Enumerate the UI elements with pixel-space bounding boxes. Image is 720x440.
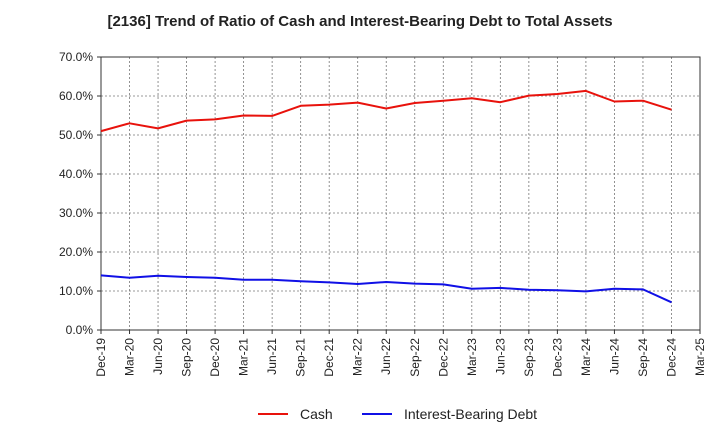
x-tick-label: Dec-21	[322, 338, 336, 377]
x-tick-label: Mar-21	[237, 338, 251, 376]
legend-label-cash: Cash	[300, 406, 333, 422]
series-line-cash	[100, 89, 672, 133]
y-tick-label: 30.0%	[59, 206, 93, 220]
x-tick-label: Mar-20	[123, 338, 137, 376]
x-tick-label: Dec-19	[94, 338, 108, 377]
series-lines	[100, 89, 672, 304]
x-tick-label: Jun-20	[151, 338, 165, 375]
legend-swatch-cash	[258, 413, 288, 415]
y-tick-label: 10.0%	[59, 284, 93, 298]
x-tick-label: Jun-23	[493, 338, 507, 375]
y-tick-label: 70.0%	[59, 50, 93, 64]
x-tick-label: Dec-23	[550, 338, 564, 377]
x-tick-label: Dec-24	[664, 338, 678, 377]
x-tick-label: Jun-22	[379, 338, 393, 375]
x-tick-label: Mar-22	[351, 338, 365, 376]
y-tick-label: 40.0%	[59, 167, 93, 181]
x-tick-label: Mar-23	[465, 338, 479, 376]
x-tick-label: Mar-24	[579, 338, 593, 376]
x-tick-label: Sep-23	[522, 338, 536, 377]
y-tick-label: 60.0%	[59, 89, 93, 103]
x-axis-tick-labels: Dec-19 Mar-20 Jun-20 Sep-20 Dec-20 Mar-21 Jun-…	[94, 330, 707, 377]
legend-swatch-interest-bearing-debt	[362, 413, 392, 415]
y-tick-label: 20.0%	[59, 245, 93, 259]
legend: Cash Interest-Bearing Debt	[0, 404, 720, 424]
x-tick-label: Dec-22	[436, 338, 450, 377]
legend-item-cash: Cash	[258, 404, 333, 424]
legend-label-interest-bearing-debt: Interest-Bearing Debt	[404, 406, 538, 422]
x-tick-label: Sep-20	[180, 338, 194, 377]
grid-lines	[101, 57, 700, 330]
plot-area	[100, 56, 701, 331]
x-tick-label: Sep-22	[408, 338, 422, 377]
x-tick-label: Jun-24	[607, 338, 621, 375]
y-tick-label: 0.0%	[66, 323, 94, 337]
x-tick-label: Mar-25	[693, 338, 707, 376]
x-tick-label: Dec-20	[208, 338, 222, 377]
series-line-interest-bearing-debt	[100, 274, 672, 304]
y-tick-label: 50.0%	[59, 128, 93, 142]
chart-title: [2136] Trend of Ratio of Cash and Intere…	[107, 13, 613, 30]
x-tick-label: Sep-21	[294, 338, 308, 377]
x-tick-label: Jun-21	[265, 338, 279, 375]
x-tick-label: Sep-24	[636, 338, 650, 377]
y-axis-tick-labels: 0.0% 10.0% 20.0% 30.0% 40.0% 50.0% 60.0% 70.0%	[59, 50, 101, 337]
legend-item-interest-bearing-debt: Interest-Bearing Debt	[362, 404, 537, 424]
